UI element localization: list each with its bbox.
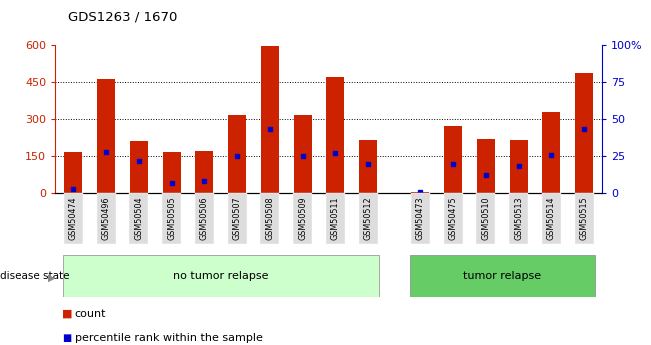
- Text: GSM50496: GSM50496: [102, 197, 111, 240]
- Text: ■: ■: [62, 333, 71, 343]
- Text: GSM50513: GSM50513: [514, 197, 523, 240]
- Bar: [195, 151, 214, 193]
- Bar: [260, 193, 279, 244]
- Bar: [409, 255, 595, 297]
- Text: GSM50474: GSM50474: [69, 197, 78, 240]
- Bar: [64, 152, 82, 193]
- Text: GSM50506: GSM50506: [200, 197, 209, 240]
- Text: GSM50511: GSM50511: [331, 197, 340, 240]
- Text: tumor relapse: tumor relapse: [464, 271, 542, 281]
- Text: ■: ■: [62, 309, 72, 319]
- Text: GSM50505: GSM50505: [167, 197, 176, 240]
- Bar: [510, 140, 528, 193]
- Text: GSM50510: GSM50510: [482, 197, 490, 240]
- Text: disease state: disease state: [0, 271, 70, 281]
- Bar: [64, 193, 83, 244]
- Text: GSM50514: GSM50514: [547, 197, 556, 240]
- Text: GSM50507: GSM50507: [232, 197, 242, 240]
- Bar: [542, 112, 561, 193]
- Bar: [411, 192, 430, 193]
- Bar: [509, 193, 528, 244]
- Text: GSM50512: GSM50512: [363, 197, 372, 240]
- Bar: [444, 193, 463, 244]
- Text: percentile rank within the sample: percentile rank within the sample: [75, 333, 263, 343]
- Bar: [411, 193, 430, 244]
- Bar: [130, 193, 148, 244]
- Bar: [96, 193, 115, 244]
- Bar: [162, 193, 181, 244]
- Bar: [228, 115, 246, 193]
- Bar: [97, 79, 115, 193]
- Bar: [326, 77, 344, 193]
- Bar: [261, 46, 279, 193]
- Bar: [444, 126, 462, 193]
- Text: count: count: [75, 309, 106, 319]
- Bar: [326, 193, 345, 244]
- Bar: [195, 193, 214, 244]
- Bar: [163, 152, 180, 193]
- Bar: [575, 73, 593, 193]
- Bar: [293, 193, 312, 244]
- Bar: [359, 193, 378, 244]
- Text: GSM50508: GSM50508: [266, 197, 274, 240]
- Bar: [294, 115, 312, 193]
- Text: GSM50515: GSM50515: [579, 197, 589, 240]
- Text: no tumor relapse: no tumor relapse: [173, 271, 268, 281]
- Bar: [542, 193, 561, 244]
- Bar: [130, 141, 148, 193]
- Bar: [575, 193, 594, 244]
- Text: GDS1263 / 1670: GDS1263 / 1670: [68, 10, 178, 23]
- Bar: [477, 139, 495, 193]
- Text: GSM50504: GSM50504: [134, 197, 143, 240]
- Bar: [62, 255, 379, 297]
- Bar: [359, 140, 377, 193]
- Text: ▶: ▶: [48, 273, 55, 283]
- Text: GSM50509: GSM50509: [298, 197, 307, 240]
- Bar: [228, 193, 247, 244]
- Text: GSM50473: GSM50473: [416, 197, 425, 240]
- Text: GSM50475: GSM50475: [449, 197, 458, 240]
- Bar: [477, 193, 495, 244]
